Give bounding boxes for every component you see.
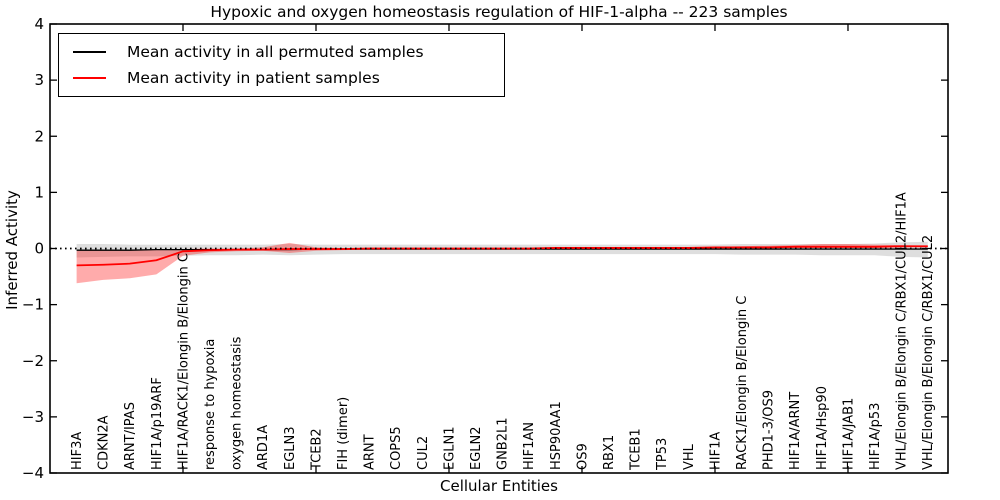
x-category-label: VHL <box>682 443 697 470</box>
x-category-label: CDKN2A <box>97 415 112 470</box>
x-category-label: EGLN3 <box>283 426 298 470</box>
permuted-line-swatch <box>73 50 106 53</box>
y-tick-label: 3 <box>34 71 44 89</box>
x-category-label: VHL/Elongin B/Elongin C/RBX1/CUL2/HIF1A <box>895 192 910 470</box>
y-tick-label: −2 <box>22 352 44 370</box>
x-category-label: ARD1A <box>256 425 271 470</box>
x-category-label: COPS5 <box>389 426 404 470</box>
y-axis-label: Inferred Activity <box>3 190 21 310</box>
x-category-label: HIF1A/JAB1 <box>841 398 856 470</box>
x-category-label: EGLN1 <box>442 426 457 470</box>
x-category-label: HIF3A <box>70 432 85 470</box>
x-category-label: HIF1A/RACK1/Elongin B/Elongin C <box>176 253 191 470</box>
y-tick-label: 1 <box>34 183 44 201</box>
x-category-label: oxygen homeostasis <box>230 336 245 470</box>
x-category-label: TCEB2 <box>309 428 324 471</box>
legend: Mean activity in all permuted samples Me… <box>58 33 505 97</box>
x-category-label: EGLN2 <box>469 426 484 470</box>
x-category-label: ARNT/IPAS <box>123 402 138 470</box>
x-category-label: FIH (dimer) <box>336 397 351 470</box>
legend-entry-patient: Mean activity in patient samples <box>73 69 504 87</box>
y-tick-label: 2 <box>34 127 44 145</box>
x-axis-label: Cellular Entities <box>440 477 558 495</box>
x-category-label: CUL2 <box>416 436 431 470</box>
patient-line-swatch <box>73 77 106 80</box>
y-tick-label: −4 <box>22 464 44 482</box>
x-category-label: VHL/Elongin B/Elongin C/RBX1/CUL2 <box>921 235 936 470</box>
x-category-label: TCEB1 <box>629 428 644 471</box>
x-category-label: HIF1A/p53 <box>868 403 883 470</box>
x-category-label: HSP90AA1 <box>549 401 564 470</box>
x-category-label: response to hypoxia <box>203 339 218 470</box>
x-category-label: PHD1-3/OS9 <box>762 390 777 470</box>
x-category-label: TP53 <box>655 438 670 471</box>
legend-entry-permuted: Mean activity in all permuted samples <box>73 43 504 61</box>
y-tick-label: −1 <box>22 296 44 314</box>
x-category-label: RBX1 <box>602 435 617 470</box>
x-category-label: GNB2L1 <box>496 417 511 470</box>
x-category-label: HIF1A/ARNT <box>788 392 803 470</box>
patient-range-band <box>76 242 928 284</box>
x-category-label: HIF1A/p19ARF <box>150 377 165 470</box>
y-tick-label: 0 <box>34 240 44 258</box>
x-category-label: ARNT <box>363 434 378 470</box>
legend-label-patient: Mean activity in patient samples <box>127 69 380 88</box>
x-category-label: RACK1/Elongin B/Elongin C <box>735 296 750 470</box>
x-category-label: HIF1A/Hsp90 <box>815 386 830 470</box>
x-category-label: HIF1A <box>708 432 723 470</box>
y-tick-label: 4 <box>34 15 44 33</box>
chart-title: Hypoxic and oxygen homeostasis regulatio… <box>210 3 788 21</box>
legend-label-permuted: Mean activity in all permuted samples <box>127 42 424 61</box>
y-tick-label: −3 <box>22 408 44 426</box>
x-category-label: OS9 <box>575 443 590 470</box>
patient-mean-line <box>76 245 928 267</box>
x-category-label: HIF1AN <box>522 422 537 470</box>
